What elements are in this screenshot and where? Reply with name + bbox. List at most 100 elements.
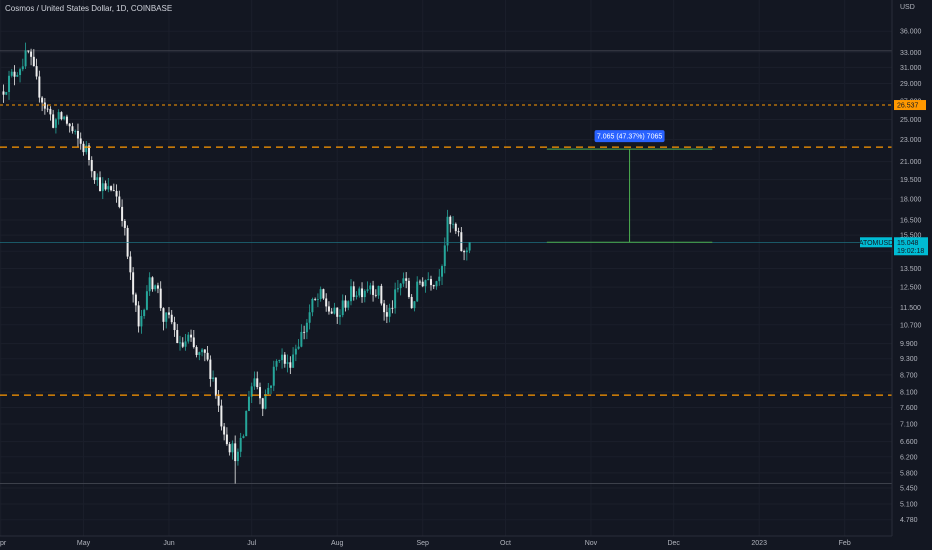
price-tick-label: 25.000 bbox=[900, 117, 922, 124]
candle-body bbox=[63, 116, 66, 120]
candle-body bbox=[27, 50, 30, 52]
candle-body bbox=[170, 314, 173, 323]
price-tick-label: 16.500 bbox=[900, 217, 922, 224]
symbol-tag bbox=[860, 237, 892, 248]
current-price-tag bbox=[894, 237, 928, 256]
candle-body bbox=[314, 298, 317, 300]
price-tick-label: 33.000 bbox=[900, 50, 922, 57]
candle-body bbox=[143, 309, 146, 317]
candle-body bbox=[449, 216, 452, 225]
candle-body bbox=[355, 295, 358, 297]
candle-body bbox=[443, 245, 446, 267]
candle-body bbox=[99, 177, 102, 192]
countdown-tag-text: 19:02:18 bbox=[897, 248, 924, 255]
price-tick-label: 15.500 bbox=[900, 233, 922, 240]
price-tick-label: 21.000 bbox=[900, 159, 922, 166]
price-tick-label: 9.300 bbox=[900, 356, 918, 363]
price-tick-label: 8.100 bbox=[900, 390, 918, 397]
candle-body bbox=[223, 426, 226, 435]
candle-body bbox=[212, 377, 215, 380]
candle-body bbox=[148, 277, 151, 292]
candle-body bbox=[21, 66, 24, 70]
candle-body bbox=[184, 341, 187, 347]
price-tick-label: 6.600 bbox=[900, 439, 918, 446]
candle-body bbox=[468, 242, 471, 251]
candle-body bbox=[68, 123, 71, 127]
candle-body bbox=[427, 279, 430, 281]
candle-body bbox=[429, 279, 432, 286]
candle-body bbox=[41, 97, 44, 103]
candle-body bbox=[165, 312, 168, 322]
time-tick-label: Apr bbox=[0, 540, 7, 547]
candle-body bbox=[19, 69, 22, 76]
candle-body bbox=[385, 312, 388, 317]
time-axis[interactable]: Apr May Jun Jul Aug Sep Oct Nov Dec 2023 Feb bbox=[0, 540, 851, 547]
candle-body bbox=[327, 306, 330, 312]
candle-body bbox=[303, 331, 306, 333]
candle-body bbox=[416, 281, 419, 302]
candle-body bbox=[209, 359, 212, 380]
candle-body bbox=[369, 285, 372, 290]
time-tick-label: Jun bbox=[163, 540, 174, 547]
candle-body bbox=[270, 385, 273, 388]
candle-body bbox=[176, 330, 179, 344]
measure-label-box[interactable] bbox=[594, 130, 665, 143]
candle-body bbox=[32, 56, 35, 67]
candle-body bbox=[132, 272, 135, 295]
price-axis-currency: USD bbox=[900, 4, 915, 11]
time-tick-label: Jul bbox=[247, 540, 256, 547]
candle-body bbox=[46, 108, 49, 110]
candle-body bbox=[112, 190, 115, 192]
candle-body bbox=[396, 288, 399, 290]
horizontal-levels[interactable] bbox=[0, 104, 892, 396]
candle-body bbox=[278, 360, 281, 362]
candle-body bbox=[239, 437, 242, 452]
price-tick-label: 7.100 bbox=[900, 421, 918, 428]
candle-body bbox=[43, 102, 46, 109]
candle-body bbox=[352, 286, 355, 297]
level-price-tag-text: 26.537 bbox=[897, 103, 919, 110]
candle-body bbox=[275, 361, 278, 367]
candle-body bbox=[140, 316, 143, 327]
candle-body bbox=[432, 285, 435, 287]
candle-body bbox=[272, 366, 275, 386]
candle-body bbox=[294, 348, 297, 355]
candle-body bbox=[71, 126, 74, 132]
candle-body bbox=[214, 377, 217, 396]
candle-body bbox=[167, 312, 170, 315]
price-range-measure[interactable]: 7.065 (47.37%) 7065 bbox=[546, 130, 713, 243]
candle-body bbox=[90, 159, 93, 172]
price-tick-label: 31.000 bbox=[900, 65, 922, 72]
candle-body bbox=[322, 289, 325, 299]
candle-body bbox=[121, 206, 124, 221]
time-tick-label: Aug bbox=[331, 540, 344, 547]
candle-body bbox=[286, 362, 289, 364]
price-tick-label: 5.800 bbox=[900, 470, 918, 477]
candle-body bbox=[187, 334, 190, 342]
candle-body bbox=[319, 289, 322, 300]
candle-body bbox=[399, 283, 402, 289]
price-tick-label: 13.500 bbox=[900, 266, 922, 273]
candle-body bbox=[2, 91, 5, 95]
candle-body bbox=[74, 130, 77, 132]
candle-body bbox=[162, 308, 165, 322]
candle-body bbox=[96, 177, 99, 181]
candle-body bbox=[85, 145, 88, 153]
candle-body bbox=[206, 352, 209, 360]
price-tick-label: 36.000 bbox=[900, 29, 922, 36]
candle-body bbox=[338, 315, 341, 317]
candle-body bbox=[57, 112, 60, 120]
candle-body bbox=[413, 301, 416, 309]
candle-body bbox=[190, 334, 193, 338]
candle-body bbox=[441, 266, 444, 277]
candle-body bbox=[123, 220, 126, 228]
candle-body bbox=[234, 443, 237, 462]
price-tick-label: 12.500 bbox=[900, 285, 922, 292]
candle-body bbox=[261, 398, 264, 409]
candle-body bbox=[452, 223, 455, 225]
candle-body bbox=[203, 349, 206, 353]
candle-body bbox=[35, 66, 38, 77]
candle-body bbox=[110, 186, 113, 191]
candle-body bbox=[181, 342, 184, 347]
